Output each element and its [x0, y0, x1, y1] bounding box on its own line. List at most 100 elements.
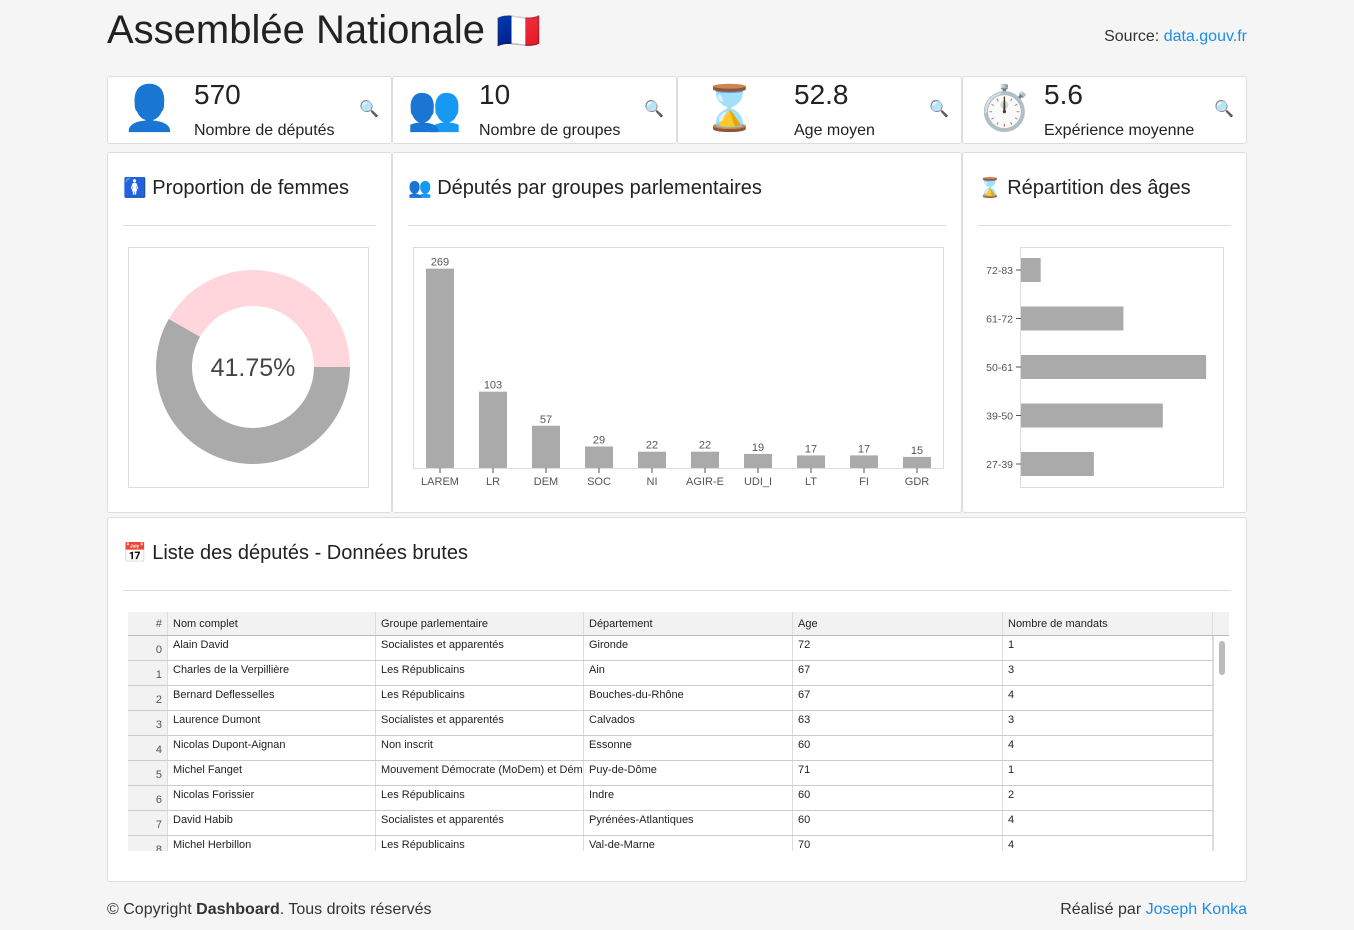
table-cell: 70	[793, 836, 1003, 851]
table-cell: Gironde	[584, 636, 793, 660]
x-tick-label: NI	[647, 476, 658, 488]
bar-value-label: 57	[540, 414, 552, 426]
table-cell: Les Républicains	[376, 786, 584, 810]
source-info: Source: data.gouv.fr	[1104, 28, 1247, 46]
table-cell: 1	[1003, 636, 1213, 660]
column-header-group[interactable]: Groupe parlementaire	[376, 612, 584, 635]
table-cell: Les Républicains	[376, 661, 584, 685]
y-tick-label: 61-72	[986, 314, 1013, 326]
bar-value-label: 15	[911, 445, 923, 457]
row-index: 3	[128, 711, 168, 735]
copyright-suffix: . Tous droits réservés	[279, 901, 432, 918]
y-tick-label: 50-61	[986, 362, 1013, 374]
donut-slice[interactable]	[168, 269, 350, 367]
column-header-department[interactable]: Département	[584, 612, 793, 635]
table-cell: Calvados	[584, 711, 793, 735]
row-index: 4	[128, 736, 168, 760]
table-cell: Bernard Deflesselles	[168, 686, 376, 710]
table-row[interactable]: 5 Michel Fanget Mouvement Démocrate (MoDem…	[128, 761, 1213, 786]
donut-center-label: 41.75%	[211, 354, 296, 382]
bar[interactable]	[850, 455, 878, 468]
table-row[interactable]: 6 Nicolas Forissier Les Républicains Indre 6…	[128, 786, 1213, 811]
divider	[123, 590, 1231, 591]
donut-chart: 41.75%	[128, 247, 369, 488]
column-header-index[interactable]: #	[128, 612, 168, 635]
panel-title-text: Liste des députés - Données brutes	[152, 542, 468, 564]
bar-value-label: 17	[805, 443, 817, 455]
bar[interactable]	[1021, 355, 1207, 379]
table-row[interactable]: 4 Nicolas Dupont-Aignan Non inscrit Essonne…	[128, 736, 1213, 761]
magnifier-icon[interactable]: 🔍	[1214, 99, 1234, 118]
kpi-label: Nombre de députés	[194, 122, 335, 139]
kpi-value: 52.8	[794, 79, 849, 110]
woman-icon: 🚺	[123, 177, 147, 199]
bar[interactable]	[1021, 403, 1163, 428]
table-cell: Michel Fanget	[168, 761, 376, 785]
bar-value-label: 103	[484, 380, 502, 392]
table-cell: Pyrénées-Atlantiques	[584, 811, 793, 835]
magnifier-icon[interactable]: 🔍	[359, 99, 379, 118]
panel-title: ⌛ Répartition des âges	[978, 176, 1191, 200]
panel-title: 📅 Liste des députés - Données brutes	[123, 541, 468, 565]
source-link[interactable]: data.gouv.fr	[1163, 28, 1247, 45]
x-tick-label: SOC	[587, 476, 611, 488]
bar[interactable]	[1021, 452, 1094, 476]
table-cell: 67	[793, 686, 1003, 710]
row-index: 1	[128, 661, 168, 685]
bar[interactable]	[532, 425, 560, 468]
column-header-age[interactable]: Age	[793, 612, 1003, 635]
row-index: 5	[128, 761, 168, 785]
table-row[interactable]: 7 David Habib Socialistes et apparentés Pyr…	[128, 811, 1213, 836]
table-cell: Val-de-Marne	[584, 836, 793, 851]
table-cell: 72	[793, 636, 1003, 660]
table-row[interactable]: 3 Laurence Dumont Socialistes et apparenté…	[128, 711, 1213, 736]
bar[interactable]	[903, 456, 931, 468]
magnifier-icon[interactable]: 🔍	[929, 99, 949, 118]
bar[interactable]	[426, 268, 454, 468]
x-tick-label: AGIR-E	[686, 476, 724, 488]
bar[interactable]	[1021, 258, 1041, 282]
column-header-name[interactable]: Nom complet	[168, 612, 376, 635]
kpi-label: Expérience moyenne	[1044, 122, 1195, 139]
credit-label: Réalisé par	[1060, 901, 1146, 918]
french-flag-icon: 🇫🇷	[496, 11, 541, 52]
table-cell: Nicolas Forissier	[168, 786, 376, 810]
donut-slice[interactable]	[156, 318, 350, 464]
magnifier-icon[interactable]: 🔍	[644, 99, 664, 118]
bar[interactable]	[638, 451, 666, 468]
table-cell: 63	[793, 711, 1003, 735]
bar[interactable]	[1021, 306, 1124, 331]
table-cell: 4	[1003, 736, 1213, 760]
table-cell: Nicolas Dupont-Aignan	[168, 736, 376, 760]
table-row[interactable]: 0 Alain David Socialistes et apparentés Gir…	[128, 636, 1213, 661]
scrollbar-thumb[interactable]	[1219, 641, 1225, 675]
kpi-value: 10	[479, 79, 511, 110]
table-row[interactable]: 8 Michel Herbillon Les Républicains Val-de-…	[128, 836, 1213, 851]
table-row[interactable]: 1 Charles de la Verpillière Les Républicai…	[128, 661, 1213, 686]
table-scrollbar[interactable]	[1213, 636, 1229, 851]
table-cell: 2	[1003, 786, 1213, 810]
bar[interactable]	[585, 446, 613, 468]
bar[interactable]	[797, 455, 825, 468]
table-cell: Socialistes et apparentés	[376, 636, 584, 660]
author-link[interactable]: Joseph Konka	[1145, 901, 1247, 918]
table-cell: Indre	[584, 786, 793, 810]
x-tick-label: FI	[859, 476, 869, 488]
table-cell: 1	[1003, 761, 1213, 785]
stopwatch-icon: ⏱️	[977, 83, 1032, 134]
hourglass-icon: ⌛	[978, 177, 1002, 199]
table-header: # Nom complet Groupe parlementaire Dépar…	[128, 612, 1229, 636]
copyright-prefix: © Copyright	[107, 901, 197, 918]
bar[interactable]	[691, 451, 719, 468]
source-label: Source:	[1104, 28, 1160, 45]
panel-groups: 👥 Députés par groupes parlementaires 269…	[392, 152, 962, 513]
table-row[interactable]: 2 Bernard Deflesselles Les Républicains Bou…	[128, 686, 1213, 711]
row-index: 8	[128, 836, 168, 851]
panel-ages: ⌛ Répartition des âges 72-83 61-72 50-61 39…	[962, 152, 1247, 513]
table-cell: 3	[1003, 661, 1213, 685]
bar-value-label: 22	[699, 440, 711, 452]
page-title: Assemblée Nationale 🇫🇷	[107, 8, 541, 53]
column-header-mandates[interactable]: Nombre de mandats	[1003, 612, 1213, 635]
bar[interactable]	[479, 391, 507, 468]
bar[interactable]	[744, 453, 772, 468]
